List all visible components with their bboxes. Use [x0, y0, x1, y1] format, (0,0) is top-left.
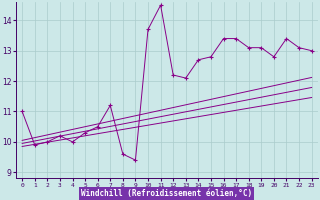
- X-axis label: Windchill (Refroidissement éolien,°C): Windchill (Refroidissement éolien,°C): [81, 189, 252, 198]
